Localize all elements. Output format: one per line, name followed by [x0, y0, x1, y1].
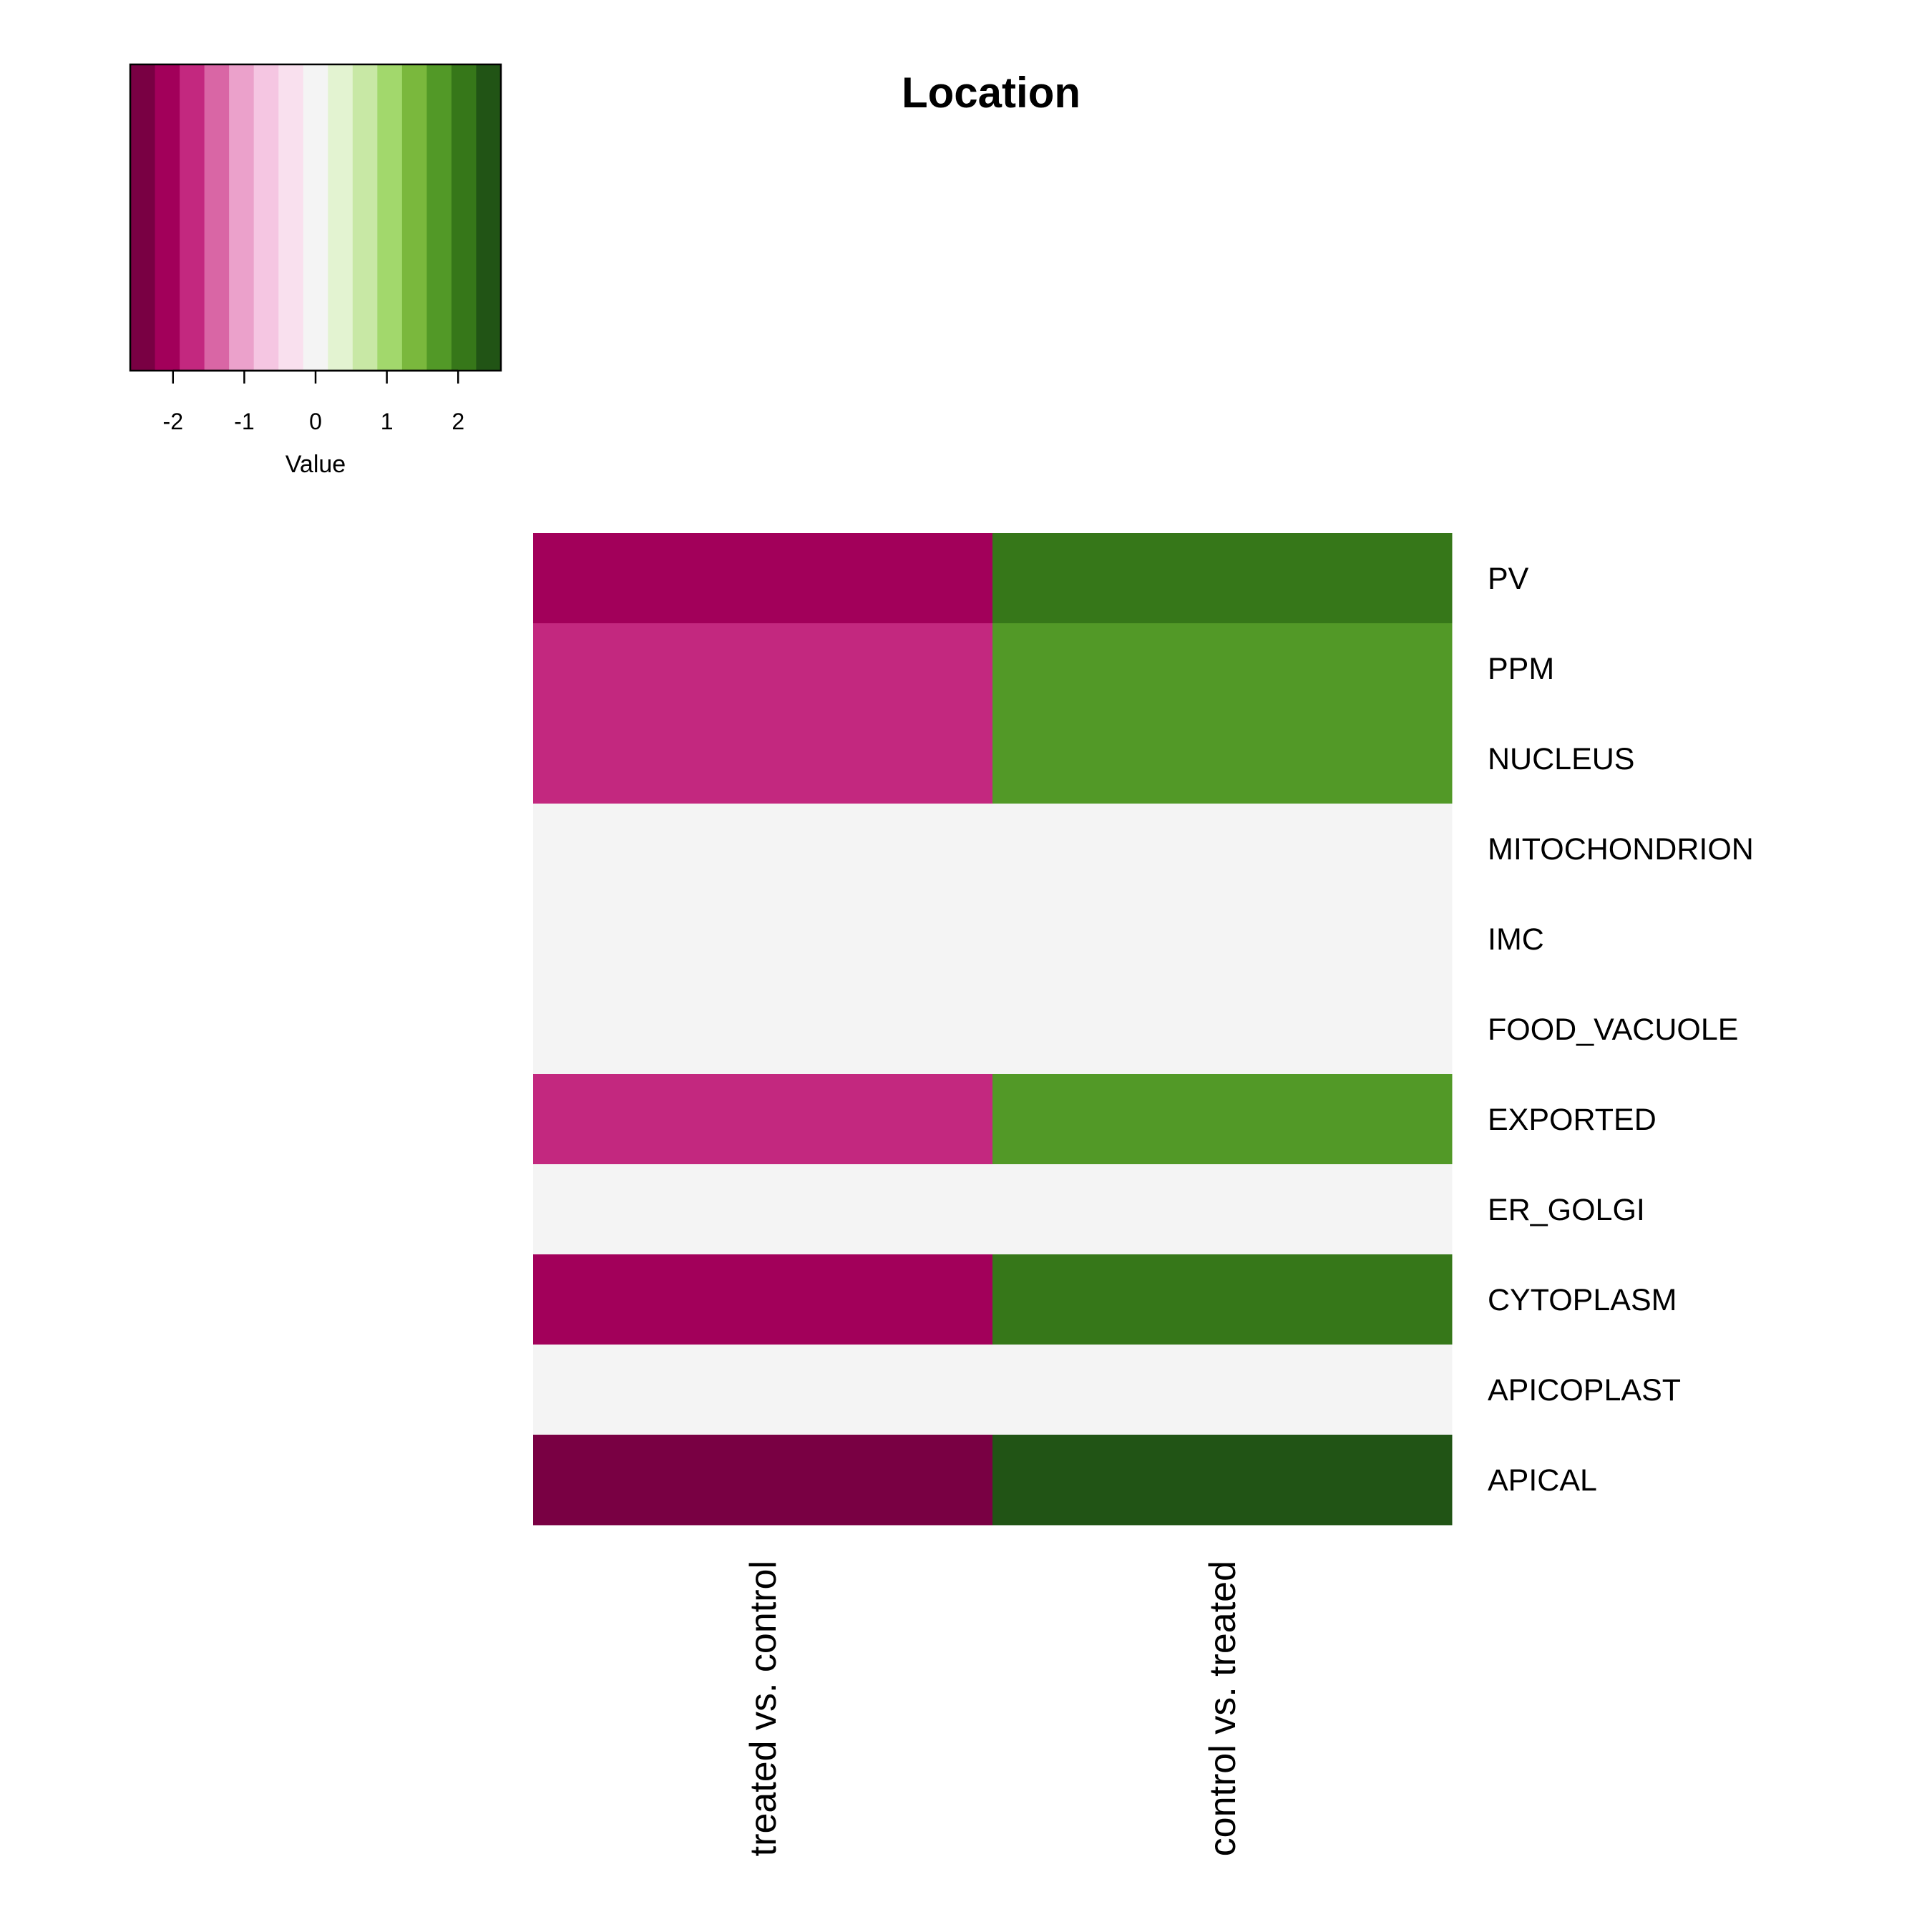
- key-color-band: [130, 64, 156, 371]
- heatmap-cell: [533, 1435, 993, 1526]
- heatmap-cell: [992, 1074, 1453, 1165]
- heatmap-cell: [533, 533, 993, 624]
- heatmap-grid: [533, 533, 1453, 1526]
- key-color-band: [401, 64, 427, 371]
- column-label: control vs. treated: [1202, 1561, 1244, 1856]
- heatmap-cell: [533, 894, 993, 985]
- key-color-band: [328, 64, 353, 371]
- key-tick-label: 2: [452, 409, 464, 434]
- key-color-band: [253, 64, 279, 371]
- heatmap-cell: [533, 984, 993, 1075]
- heatmap-cell: [992, 984, 1453, 1075]
- column-label: treated vs. control: [743, 1561, 784, 1856]
- heatmap-cell: [533, 804, 993, 894]
- heatmap-cell: [533, 623, 993, 714]
- heatmap-cell: [992, 804, 1453, 894]
- key-color-band: [352, 64, 378, 371]
- heatmap-cell: [992, 1435, 1453, 1526]
- key-color-band: [278, 64, 304, 371]
- heatmap-cell: [533, 1254, 993, 1345]
- heatmap-cell: [992, 1345, 1453, 1435]
- heatmap-cell: [533, 1164, 993, 1255]
- row-label: FOOD_VACUOLE: [1488, 1013, 1738, 1047]
- color-key: -2 -1 0 1 2 Value: [129, 63, 502, 478]
- key-title: Value: [286, 451, 346, 478]
- key-tick-label: -1: [234, 409, 254, 434]
- row-label: ER_GOLGI: [1488, 1193, 1645, 1227]
- row-label: APICAL: [1488, 1463, 1597, 1498]
- key-tick-label: 1: [381, 409, 394, 434]
- heatmap-cell: [992, 1254, 1453, 1345]
- heatmap-cell: [533, 1345, 993, 1435]
- key-color-band: [180, 64, 205, 371]
- key-color-band: [303, 64, 328, 371]
- heatmap-cell: [992, 623, 1453, 714]
- heatmap-cell: [992, 533, 1453, 624]
- row-label: MITOCHONDRION: [1488, 832, 1754, 867]
- row-label: APICOPLAST: [1488, 1373, 1681, 1407]
- heatmap-cell: [992, 713, 1453, 804]
- key-tick-label: -2: [163, 409, 183, 434]
- key-color-band: [155, 64, 180, 371]
- key-tick-label: 0: [309, 409, 322, 434]
- row-label: IMC: [1488, 922, 1544, 957]
- chart-title: Location: [902, 69, 1080, 117]
- key-color-band: [229, 64, 255, 371]
- row-label: EXPORTED: [1488, 1103, 1657, 1137]
- heatmap-cell: [992, 894, 1453, 985]
- row-label: PPM: [1488, 652, 1554, 686]
- key-color-band: [426, 64, 452, 371]
- row-labels: PV PPM NUCLEUS MITOCHONDRION IMC FOOD_VACUOLE…: [1488, 562, 1754, 1498]
- row-label: PV: [1488, 562, 1529, 596]
- row-label: NUCLEUS: [1488, 742, 1635, 776]
- key-color-band: [204, 64, 230, 371]
- heatmap-cell: [533, 713, 993, 804]
- row-label: CYTOPLASM: [1488, 1283, 1677, 1317]
- key-color-band: [451, 64, 477, 371]
- column-labels: treated vs. control control vs. treated: [743, 1561, 1244, 1856]
- key-color-band: [476, 64, 502, 371]
- key-color-band: [377, 64, 403, 371]
- heatmap-cell: [992, 1164, 1453, 1255]
- heatmap-cell: [533, 1074, 993, 1165]
